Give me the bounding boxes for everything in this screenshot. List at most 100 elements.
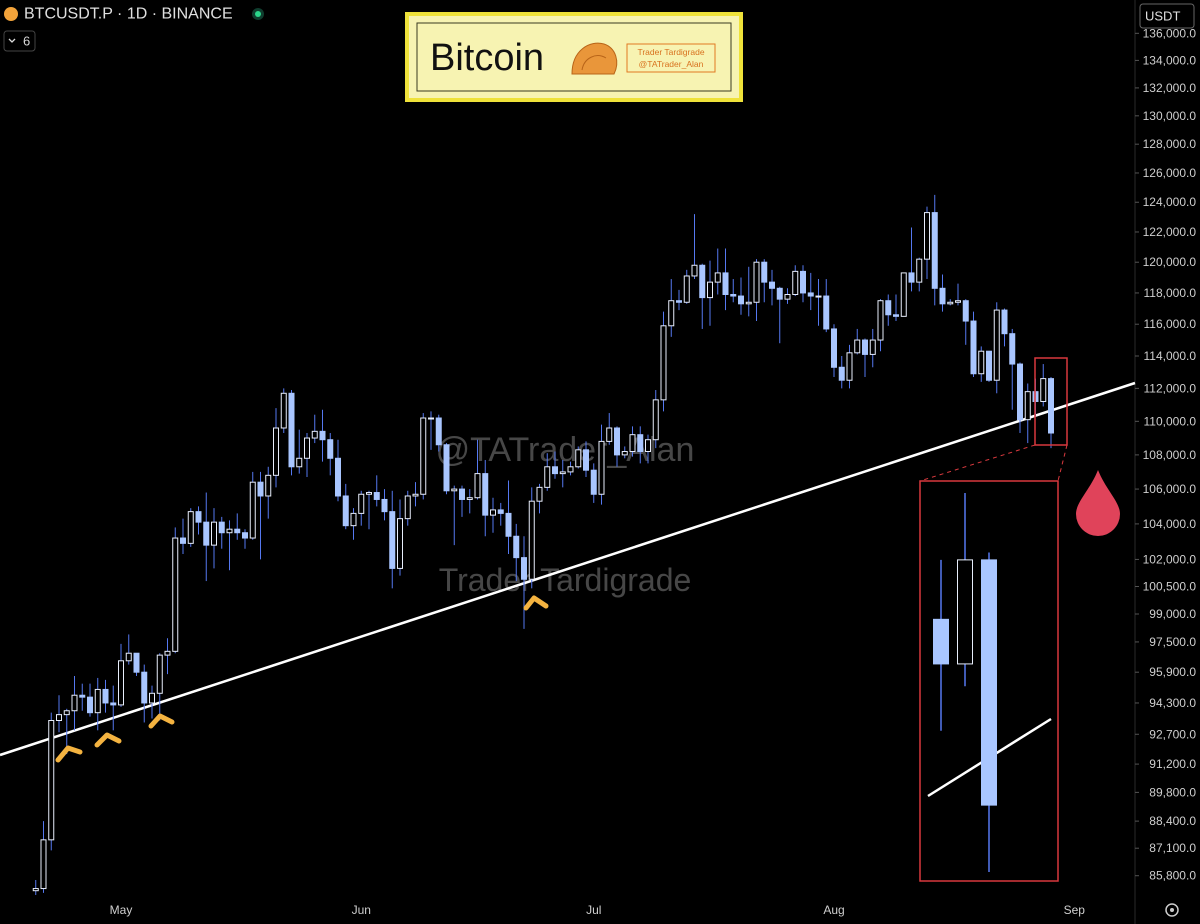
candle-body xyxy=(397,518,403,569)
candle-body xyxy=(528,500,535,580)
candle-body xyxy=(327,439,334,459)
candle-body xyxy=(280,392,287,429)
candle-body xyxy=(986,350,992,381)
candle-body xyxy=(257,481,264,497)
y-tick-label: 124,000.0 xyxy=(1143,195,1197,209)
candle-body xyxy=(978,350,985,375)
candle-body xyxy=(916,258,923,283)
candles xyxy=(32,194,1054,895)
y-tick-label: 99,000.0 xyxy=(1149,607,1196,621)
candle-body xyxy=(900,272,907,317)
candle-body xyxy=(187,511,194,544)
y-tick-label: 112,000.0 xyxy=(1144,381,1197,395)
candle-body xyxy=(738,295,744,305)
settings-icon[interactable] xyxy=(1165,903,1179,917)
candle-body xyxy=(195,511,202,523)
y-tick-label: 97,500.0 xyxy=(1149,635,1196,649)
candle-body xyxy=(335,457,341,497)
y-tick-label: 118,000.0 xyxy=(1144,286,1197,300)
candle-body xyxy=(590,469,597,495)
currency-button[interactable] xyxy=(1139,3,1195,29)
candle-body xyxy=(846,352,853,381)
settings-icon-center xyxy=(1170,908,1174,912)
trend-line xyxy=(0,381,1136,757)
candle-body xyxy=(753,261,760,303)
candle-body xyxy=(776,287,783,300)
candle-body xyxy=(366,492,372,495)
indicator-toggle[interactable] xyxy=(3,30,36,52)
candle-body xyxy=(1024,391,1031,421)
candle-body xyxy=(955,300,961,303)
candle-body xyxy=(226,528,233,534)
candle-body xyxy=(459,488,465,500)
y-tick-label: 85,800.0 xyxy=(1149,869,1196,883)
candle-body xyxy=(141,671,148,704)
candle-body xyxy=(939,287,946,305)
candle-body xyxy=(761,261,768,283)
candle-body xyxy=(203,521,210,546)
candle-body xyxy=(815,295,822,298)
highlight-box xyxy=(1034,357,1068,446)
candle-body xyxy=(156,654,163,694)
y-tick-label: 108,000.0 xyxy=(1143,448,1197,462)
candle-body xyxy=(621,451,628,456)
candle-body xyxy=(908,272,915,283)
candle-body xyxy=(831,328,837,368)
candle-body xyxy=(164,650,171,656)
candle-body xyxy=(211,521,217,546)
axes: 136,000.0 134,000.0 132,000.0 130,000.0 128,… xyxy=(110,26,1197,917)
candle-body xyxy=(118,660,124,706)
candle-body xyxy=(730,293,737,297)
candle-body xyxy=(583,449,589,471)
candle-body xyxy=(94,688,101,714)
banner-title: Bitcoin xyxy=(430,37,544,79)
candle-body xyxy=(40,839,47,890)
banner xyxy=(405,12,743,102)
y-tick-label: 104,000.0 xyxy=(1143,517,1197,531)
y-tick-label: 126,000.0 xyxy=(1143,166,1197,180)
candle-body xyxy=(893,314,899,317)
candle-body xyxy=(125,652,132,662)
candle-body xyxy=(420,417,427,495)
y-tick-label: 88,400.0 xyxy=(1149,814,1196,828)
candle-body xyxy=(79,694,86,698)
candle-body xyxy=(947,301,954,305)
inset-box xyxy=(919,480,1059,882)
candle-body xyxy=(87,696,93,714)
candle-body xyxy=(482,473,489,516)
candle-body xyxy=(389,511,396,569)
candle-body xyxy=(931,212,938,289)
candle-body xyxy=(304,437,310,459)
candle-body xyxy=(180,537,186,544)
x-tick-label: Jun xyxy=(352,903,371,917)
candle-body xyxy=(373,492,380,500)
candle-body xyxy=(869,339,876,355)
candle-body xyxy=(404,495,411,520)
candle-body xyxy=(970,320,977,375)
candle-body xyxy=(218,521,225,534)
candle-body xyxy=(412,493,419,497)
candle-body xyxy=(273,427,279,476)
logo xyxy=(571,42,618,75)
candle-body xyxy=(668,300,675,327)
candle-body xyxy=(474,473,481,499)
candle-body xyxy=(288,392,295,468)
candle-body xyxy=(683,275,690,303)
candle-body xyxy=(133,652,140,673)
symbol-label: BTCUSDT.P · 1D · BINANCE xyxy=(24,6,233,23)
watermark: Trader Tardigrade xyxy=(439,562,692,598)
candle-body xyxy=(993,309,1000,381)
candle-body xyxy=(71,694,78,712)
banner-inner xyxy=(416,22,732,92)
candle-body xyxy=(350,512,357,527)
candle-body xyxy=(792,270,799,295)
y-tick-label: 87,100.0 xyxy=(1149,841,1196,855)
drop-icon xyxy=(1076,470,1120,536)
y-tick-label: 94,300.0 xyxy=(1149,696,1196,710)
brand-box xyxy=(626,43,716,73)
y-tick-label: 89,800.0 xyxy=(1149,785,1196,799)
candle-body xyxy=(381,498,388,513)
y-tick-label: 134,000.0 xyxy=(1143,53,1197,67)
candle-body xyxy=(490,509,496,516)
candle-body xyxy=(443,444,450,492)
